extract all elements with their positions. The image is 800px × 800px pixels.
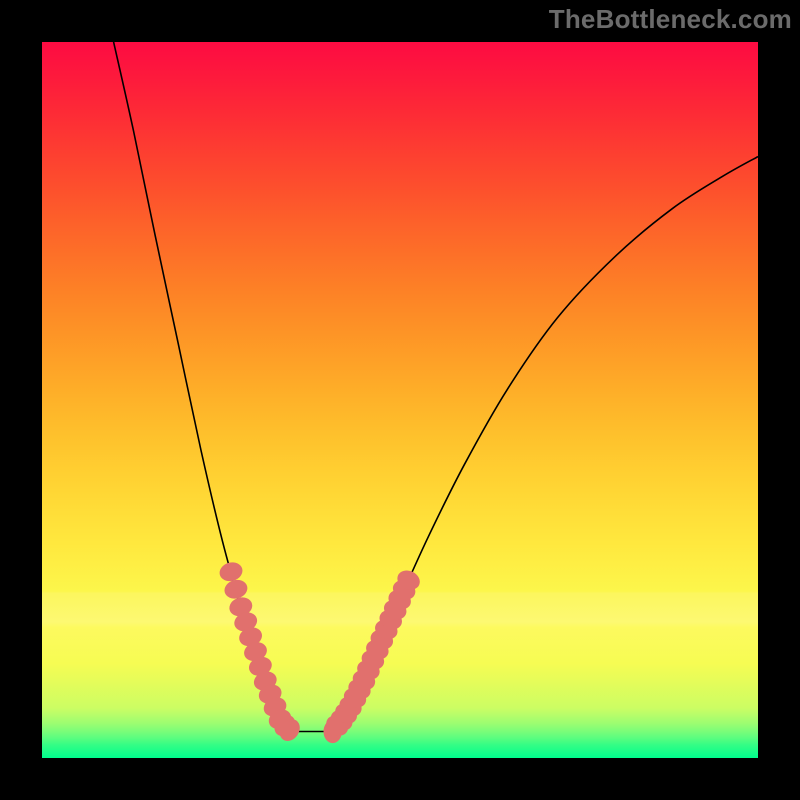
- chart-svg: [0, 0, 800, 800]
- plot-background: [42, 42, 758, 758]
- chart-container: TheBottleneck.com: [0, 0, 800, 800]
- watermark-label: TheBottleneck.com: [549, 4, 792, 35]
